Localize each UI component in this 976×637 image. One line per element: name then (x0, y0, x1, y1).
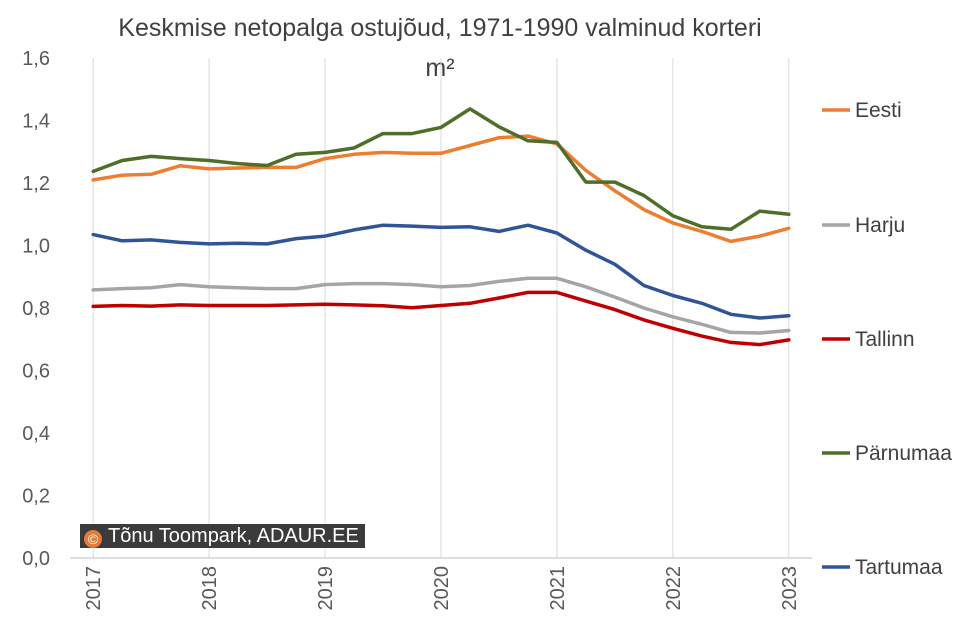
y-tick-label: 0,4 (22, 423, 50, 445)
y-tick-label: 0,6 (22, 361, 50, 383)
x-tick-label-2020: 2020 (431, 566, 453, 611)
chart-title-line-2: m² (425, 54, 455, 82)
series-line-tallinn (91, 290, 791, 347)
y-tick-label: 0,8 (22, 298, 50, 320)
series-line-p-rnumaa (91, 107, 791, 232)
legend-label-tallinn: Tallinn (855, 328, 915, 351)
y-tick-label: 0,0 (22, 548, 50, 570)
x-tick-label-2019: 2019 (315, 566, 337, 611)
series-line-tartumaa (91, 223, 791, 320)
legend-label-harju: Harju (855, 214, 905, 237)
series-line-harju (91, 276, 791, 335)
y-tick-label: 1,6 (22, 48, 50, 70)
y-tick-label: 1,0 (22, 236, 50, 258)
series-line-eesti (91, 134, 791, 244)
x-tick-label-2018: 2018 (199, 566, 221, 611)
x-tick-label-2021: 2021 (547, 566, 569, 611)
copyright-icon: © (84, 530, 102, 548)
x-tick-label-2023: 2023 (779, 566, 801, 611)
y-tick-label: 1,2 (22, 173, 50, 195)
copyright-watermark: © Tõnu Toompark, ADAUR.EE (80, 524, 365, 548)
y-tick-label: 0,2 (22, 486, 50, 508)
y-tick-label: 1,4 (22, 111, 50, 133)
chart-title-line-1: Keskmise netopalga ostujõud, 1971-1990 v… (118, 14, 762, 42)
x-tick-label-2022: 2022 (663, 566, 685, 611)
x-tick-label-2017: 2017 (83, 566, 105, 611)
copyright-text: Tõnu Toompark, ADAUR.EE (108, 525, 359, 547)
legend-label-eesti: Eesti (855, 99, 902, 122)
legend-label-tartumaa: Tartumaa (855, 556, 943, 579)
legend-label-p-rnumaa: Pärnumaa (855, 442, 952, 465)
